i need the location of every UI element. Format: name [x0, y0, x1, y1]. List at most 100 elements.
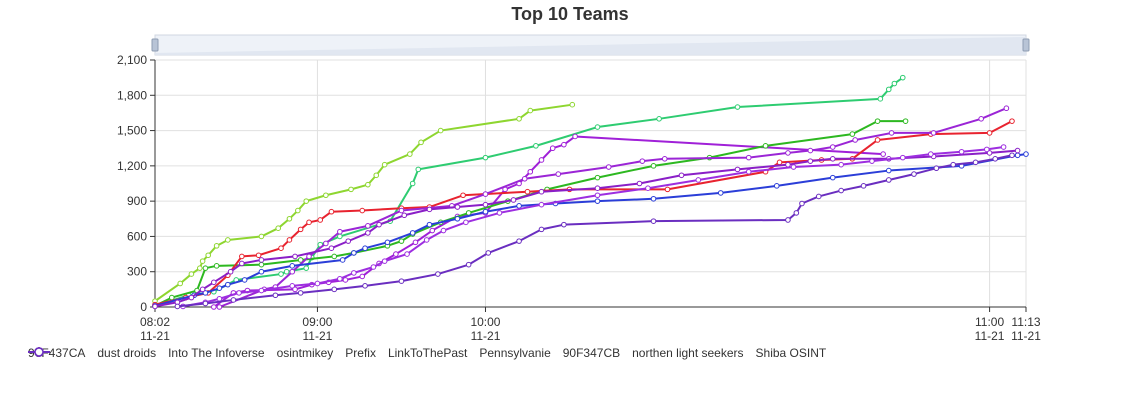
data-point[interactable]: [927, 151, 934, 157]
data-point[interactable]: [239, 253, 245, 260]
data-point[interactable]: [286, 215, 293, 222]
data-point[interactable]: [986, 150, 993, 156]
data-point[interactable]: [561, 221, 567, 228]
data-point[interactable]: [297, 290, 304, 296]
data-point[interactable]: [289, 268, 296, 275]
data-point[interactable]: [239, 260, 245, 267]
data-point[interactable]: [958, 148, 965, 155]
data-point[interactable]: [838, 187, 844, 194]
data-point[interactable]: [216, 285, 223, 291]
data-point[interactable]: [227, 268, 234, 275]
data-point[interactable]: [454, 204, 461, 210]
data-point[interactable]: [933, 165, 940, 172]
data-point[interactable]: [594, 124, 601, 130]
data-point[interactable]: [303, 265, 310, 271]
data-point[interactable]: [275, 225, 282, 231]
data-point[interactable]: [236, 290, 242, 296]
data-point[interactable]: [1003, 105, 1010, 112]
data-point[interactable]: [297, 257, 304, 263]
data-point[interactable]: [303, 198, 310, 204]
data-point[interactable]: [152, 303, 158, 310]
data-point[interactable]: [516, 203, 522, 209]
data-point[interactable]: [376, 221, 382, 228]
data-point[interactable]: [482, 191, 489, 197]
data-point[interactable]: [902, 118, 909, 124]
data-point[interactable]: [717, 190, 724, 196]
data-point[interactable]: [314, 280, 321, 287]
data-point[interactable]: [373, 172, 380, 179]
data-point[interactable]: [829, 156, 836, 162]
data-point[interactable]: [177, 280, 184, 287]
data-point[interactable]: [339, 257, 346, 263]
legend-item[interactable]: Shiba OSINT: [28, 346, 826, 360]
data-point[interactable]: [426, 206, 433, 213]
data-point[interactable]: [838, 161, 844, 168]
data-point[interactable]: [561, 141, 567, 148]
data-point[interactable]: [992, 156, 998, 162]
data-point[interactable]: [911, 171, 917, 177]
data-point[interactable]: [1014, 147, 1021, 154]
data-point[interactable]: [972, 159, 979, 166]
data-point[interactable]: [594, 198, 601, 204]
data-point[interactable]: [745, 154, 752, 161]
data-point[interactable]: [572, 133, 578, 140]
data-point[interactable]: [407, 151, 413, 157]
data-point[interactable]: [1000, 144, 1007, 150]
data-point[interactable]: [829, 144, 836, 150]
data-point[interactable]: [404, 251, 410, 257]
data-point[interactable]: [213, 243, 220, 249]
legend-item[interactable]: Prefix: [28, 346, 376, 360]
legend-item[interactable]: Pennsylvanie: [28, 346, 551, 360]
data-point[interactable]: [594, 174, 601, 181]
data-point[interactable]: [485, 250, 492, 256]
data-point[interactable]: [258, 233, 265, 240]
data-point[interactable]: [393, 251, 399, 257]
data-point[interactable]: [412, 239, 419, 246]
data-point[interactable]: [429, 227, 436, 234]
data-point[interactable]: [351, 270, 357, 276]
data-point[interactable]: [785, 150, 791, 156]
data-point[interactable]: [289, 283, 296, 289]
data-point[interactable]: [272, 292, 279, 299]
data-point[interactable]: [538, 201, 545, 208]
data-point[interactable]: [258, 287, 265, 294]
data-point[interactable]: [435, 271, 441, 277]
data-point[interactable]: [695, 177, 702, 183]
data-point[interactable]: [891, 80, 898, 87]
data-point[interactable]: [359, 273, 366, 280]
data-point[interactable]: [880, 151, 886, 157]
legend-item[interactable]: northen light seekers: [28, 346, 744, 360]
data-point[interactable]: [258, 257, 265, 263]
data-point[interactable]: [538, 226, 545, 233]
data-point[interactable]: [639, 158, 646, 164]
data-point[interactable]: [983, 146, 990, 153]
data-point[interactable]: [205, 252, 212, 259]
data-point[interactable]: [899, 154, 906, 161]
data-point[interactable]: [398, 207, 405, 214]
data-point[interactable]: [398, 238, 405, 244]
data-point[interactable]: [306, 219, 312, 226]
data-point[interactable]: [295, 207, 301, 214]
data-point[interactable]: [465, 210, 472, 216]
data-point[interactable]: [496, 210, 503, 216]
data-point[interactable]: [978, 116, 984, 122]
data-point[interactable]: [636, 180, 643, 187]
data-point[interactable]: [216, 295, 223, 302]
data-point[interactable]: [292, 253, 298, 260]
data-point[interactable]: [482, 201, 489, 208]
data-point[interactable]: [555, 171, 562, 177]
data-point[interactable]: [869, 158, 875, 164]
data-point[interactable]: [510, 197, 517, 203]
data-point[interactable]: [877, 96, 884, 102]
data-point[interactable]: [202, 300, 209, 307]
data-point[interactable]: [202, 290, 209, 296]
data-point[interactable]: [398, 278, 405, 284]
data-point[interactable]: [1014, 152, 1021, 159]
data-point[interactable]: [337, 233, 343, 240]
data-point[interactable]: [337, 275, 343, 282]
data-point[interactable]: [409, 230, 416, 236]
data-point[interactable]: [885, 177, 892, 183]
data-point[interactable]: [661, 156, 668, 162]
legend-item[interactable]: LinkToThePast: [28, 346, 467, 360]
data-point[interactable]: [656, 116, 662, 122]
